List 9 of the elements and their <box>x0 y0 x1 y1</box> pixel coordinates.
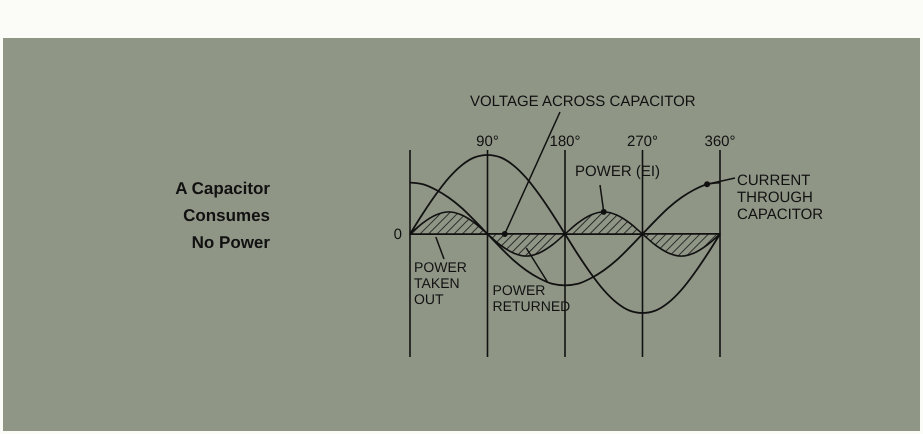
x-tick-label: 180° <box>549 133 581 150</box>
x-tick-label: 270° <box>626 133 658 150</box>
x-tick-label: 90° <box>476 133 499 150</box>
annotation: 0 <box>394 226 402 243</box>
legend-label: CURRENT THROUGH CAPACITOR <box>737 172 824 223</box>
x-tick-label: 360° <box>704 133 736 150</box>
annotation: POWER TAKEN OUT <box>414 259 467 307</box>
text: VOLTAGE ACROSS CAPACITOR <box>470 93 696 110</box>
text: A Capacitor Consumes No Power <box>175 179 270 252</box>
